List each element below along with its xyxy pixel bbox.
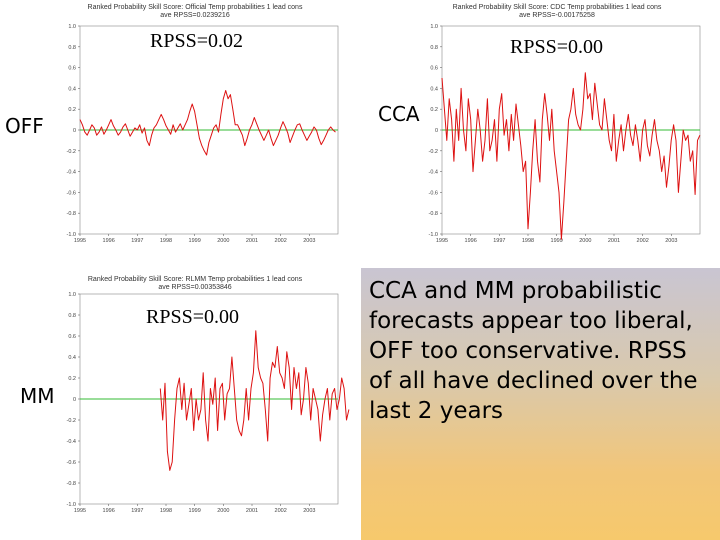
y-tick-label: -0.2 (429, 149, 438, 155)
y-tick-label: 0 (73, 128, 76, 134)
x-tick-label: 1998 (522, 238, 534, 244)
y-tick-label: 1.0 (68, 24, 76, 30)
y-tick-label: 0 (435, 128, 438, 134)
line-chart-mm: 1.0 0.8 0.6 0.4 0.2 0 -0.2 -0.4 -0.6 -0.8 -1.01995… (67, 292, 350, 514)
y-tick-label: -0.4 (67, 170, 76, 176)
y-tick-label: -0.6 (67, 190, 76, 196)
x-tick-label: 1996 (103, 508, 115, 514)
chart-panel-off: Ranked Probability Skill Score: Official… (50, 0, 340, 244)
chart-subtitle: ave RPSS=0.00353846 (158, 284, 232, 291)
y-tick-label: 0.6 (68, 334, 76, 340)
chart-title: Ranked Probability Skill Score: CDC Temp… (452, 4, 662, 11)
x-tick-label: 1995 (74, 508, 86, 514)
x-tick-label: 2001 (246, 238, 258, 244)
y-tick-label: -0.2 (67, 149, 76, 155)
rpss-label-cca: RPSS=0.00 (510, 36, 603, 58)
x-tick-label: 2000 (579, 238, 591, 244)
x-tick-label: 1999 (551, 238, 563, 244)
chart-title: Ranked Probability Skill Score: Official… (87, 4, 303, 11)
y-tick-label: 0.8 (68, 313, 76, 319)
x-tick-label: 2001 (608, 238, 620, 244)
x-tick-label: 2001 (246, 508, 258, 514)
x-tick-label: 1995 (436, 238, 448, 244)
x-tick-label: 2002 (275, 508, 287, 514)
rpss-label-off: RPSS=0.02 (150, 30, 243, 52)
x-tick-label: 2000 (217, 238, 229, 244)
x-tick-label: 1999 (189, 508, 201, 514)
y-tick-label: -0.6 (429, 190, 438, 196)
y-tick-label: -1.0 (67, 232, 76, 238)
y-tick-label: 1.0 (430, 24, 438, 30)
y-tick-label: 0.4 (68, 355, 76, 361)
x-tick-label: 1997 (493, 238, 505, 244)
x-tick-label: 1996 (465, 238, 477, 244)
y-tick-label: -0.8 (67, 481, 76, 487)
y-tick-label: 0.2 (68, 107, 76, 113)
chart-panel-cca: Ranked Probability Skill Score: CDC Temp… (412, 0, 702, 244)
y-tick-label: -0.4 (67, 439, 76, 445)
x-tick-label: 1995 (74, 238, 86, 244)
y-tick-label: 0.2 (68, 376, 76, 382)
y-tick-label: 0.6 (68, 66, 76, 72)
x-tick-label: 2002 (275, 238, 287, 244)
y-tick-label: 0.2 (430, 107, 438, 113)
y-tick-label: -0.8 (429, 211, 438, 217)
y-tick-label: 0 (73, 397, 76, 403)
chart-panel-mm: Ranked Probability Skill Score: RLMM Tem… (50, 272, 350, 517)
x-tick-label: 1998 (160, 238, 172, 244)
line-chart-cca: 1.0 0.8 0.6 0.4 0.2 0 -0.2 -0.4 -0.6 -0.8 -1.01995… (429, 24, 701, 244)
rpss-series-line (441, 72, 701, 240)
x-tick-label: 1997 (131, 238, 143, 244)
x-tick-label: 1998 (160, 508, 172, 514)
y-tick-label: -1.0 (67, 502, 76, 508)
side-label-off: OFF (5, 114, 44, 138)
side-label-cca: CCA (378, 102, 420, 126)
commentary-box: CCA and MM probabilistic forecasts appea… (361, 268, 720, 540)
y-tick-label: -0.4 (429, 170, 438, 176)
x-tick-label: 1996 (103, 238, 115, 244)
y-tick-label: 0.8 (68, 45, 76, 51)
rpss-series-line (79, 90, 336, 156)
y-tick-label: -1.0 (429, 232, 438, 238)
y-tick-label: 0.8 (430, 45, 438, 51)
rpss-series-line (159, 330, 350, 471)
y-tick-label: -0.6 (67, 460, 76, 466)
y-tick-label: 1.0 (68, 292, 76, 298)
x-tick-label: 2003 (303, 238, 315, 244)
x-tick-label: 1999 (189, 238, 201, 244)
rpss-label-mm: RPSS=0.00 (146, 306, 239, 328)
y-tick-label: -0.2 (67, 418, 76, 424)
x-tick-label: 1997 (131, 508, 143, 514)
x-tick-label: 2003 (303, 508, 315, 514)
commentary-text: CCA and MM probabilistic forecasts appea… (369, 278, 698, 424)
chart-subtitle: ave RPSS=0.0239216 (160, 12, 230, 19)
chart-title: Ranked Probability Skill Score: RLMM Tem… (87, 276, 303, 283)
x-tick-label: 2003 (665, 238, 677, 244)
x-tick-label: 2000 (217, 508, 229, 514)
chart-subtitle: ave RPSS=-0.00175258 (519, 12, 595, 19)
x-tick-label: 2002 (637, 238, 649, 244)
y-tick-label: 0.6 (430, 66, 438, 72)
y-tick-label: -0.8 (67, 211, 76, 217)
side-label-mm: MM (20, 384, 55, 408)
y-tick-label: 0.4 (430, 86, 438, 92)
y-tick-label: 0.4 (68, 86, 76, 92)
line-chart-off: 1.0 0.8 0.6 0.4 0.2 0 -0.2 -0.4 -0.6 -0.8 -1.01995… (67, 24, 339, 244)
